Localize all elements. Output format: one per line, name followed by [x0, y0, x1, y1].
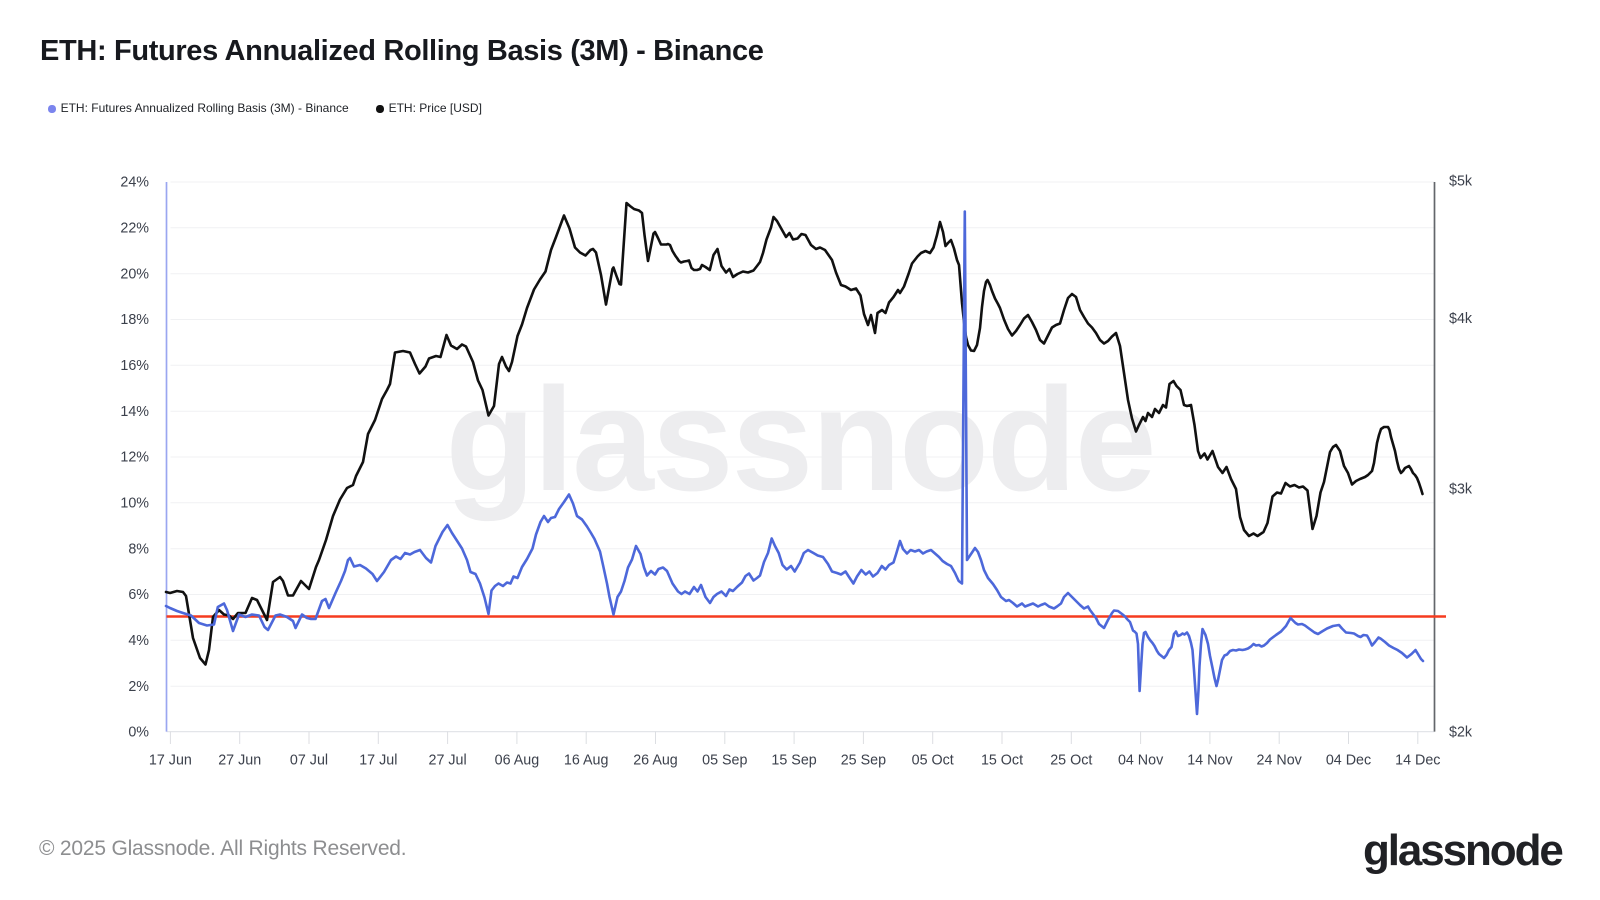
svg-text:glassnode: glassnode: [445, 358, 1154, 522]
svg-text:04 Nov: 04 Nov: [1118, 753, 1164, 769]
svg-text:27 Jul: 27 Jul: [429, 753, 467, 769]
svg-text:2%: 2%: [128, 679, 149, 695]
svg-text:16%: 16%: [120, 358, 149, 374]
svg-text:04 Dec: 04 Dec: [1326, 753, 1371, 769]
svg-text:$4k: $4k: [1449, 311, 1473, 327]
svg-text:24%: 24%: [120, 175, 149, 191]
svg-text:$5k: $5k: [1449, 174, 1473, 190]
svg-text:27 Jun: 27 Jun: [218, 753, 261, 769]
svg-text:4%: 4%: [128, 633, 149, 649]
svg-text:$2k: $2k: [1449, 724, 1473, 740]
svg-text:14%: 14%: [120, 404, 149, 420]
svg-text:26 Aug: 26 Aug: [633, 753, 678, 769]
svg-text:16 Aug: 16 Aug: [564, 753, 609, 769]
svg-text:17 Jun: 17 Jun: [149, 753, 192, 769]
svg-text:05 Oct: 05 Oct: [912, 753, 954, 769]
svg-text:22%: 22%: [120, 221, 149, 237]
svg-text:8%: 8%: [128, 541, 149, 557]
svg-text:14 Nov: 14 Nov: [1187, 753, 1233, 769]
svg-text:6%: 6%: [128, 587, 149, 603]
svg-text:07 Jul: 07 Jul: [290, 753, 328, 769]
svg-text:15 Sep: 15 Sep: [771, 753, 816, 769]
svg-text:0%: 0%: [128, 724, 149, 740]
svg-text:20%: 20%: [120, 266, 149, 282]
svg-text:12%: 12%: [120, 450, 149, 466]
svg-text:06 Aug: 06 Aug: [495, 753, 540, 769]
svg-text:14 Dec: 14 Dec: [1395, 753, 1440, 769]
svg-text:05 Sep: 05 Sep: [702, 753, 747, 769]
svg-text:24 Nov: 24 Nov: [1257, 753, 1303, 769]
svg-text:25 Sep: 25 Sep: [841, 753, 886, 769]
svg-text:17 Jul: 17 Jul: [359, 753, 397, 769]
svg-text:10%: 10%: [120, 496, 149, 512]
svg-text:15 Oct: 15 Oct: [981, 753, 1023, 769]
svg-text:25 Oct: 25 Oct: [1050, 753, 1092, 769]
svg-text:18%: 18%: [120, 312, 149, 328]
svg-text:$3k: $3k: [1449, 482, 1473, 498]
